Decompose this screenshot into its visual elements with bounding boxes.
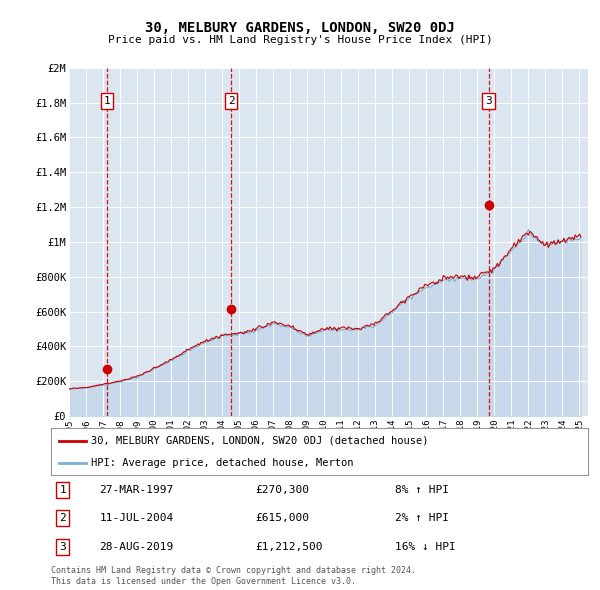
Text: 2% ↑ HPI: 2% ↑ HPI <box>395 513 449 523</box>
Text: 30, MELBURY GARDENS, LONDON, SW20 0DJ: 30, MELBURY GARDENS, LONDON, SW20 0DJ <box>145 21 455 35</box>
Text: 2: 2 <box>228 96 235 106</box>
Text: This data is licensed under the Open Government Licence v3.0.: This data is licensed under the Open Gov… <box>51 577 356 586</box>
Text: 3: 3 <box>59 542 66 552</box>
Text: 1: 1 <box>59 485 66 495</box>
Text: £270,300: £270,300 <box>255 485 309 495</box>
Text: £1,212,500: £1,212,500 <box>255 542 323 552</box>
Text: £615,000: £615,000 <box>255 513 309 523</box>
Text: Price paid vs. HM Land Registry's House Price Index (HPI): Price paid vs. HM Land Registry's House … <box>107 35 493 45</box>
Text: Contains HM Land Registry data © Crown copyright and database right 2024.: Contains HM Land Registry data © Crown c… <box>51 566 416 575</box>
Text: 2: 2 <box>59 513 66 523</box>
Text: 1: 1 <box>104 96 110 106</box>
Text: 3: 3 <box>485 96 492 106</box>
Text: 8% ↑ HPI: 8% ↑ HPI <box>395 485 449 495</box>
Text: 16% ↓ HPI: 16% ↓ HPI <box>395 542 455 552</box>
Text: HPI: Average price, detached house, Merton: HPI: Average price, detached house, Mert… <box>91 458 354 468</box>
Text: 28-AUG-2019: 28-AUG-2019 <box>100 542 173 552</box>
Text: 11-JUL-2004: 11-JUL-2004 <box>100 513 173 523</box>
Text: 30, MELBURY GARDENS, LONDON, SW20 0DJ (detached house): 30, MELBURY GARDENS, LONDON, SW20 0DJ (d… <box>91 436 429 446</box>
Text: 27-MAR-1997: 27-MAR-1997 <box>100 485 173 495</box>
